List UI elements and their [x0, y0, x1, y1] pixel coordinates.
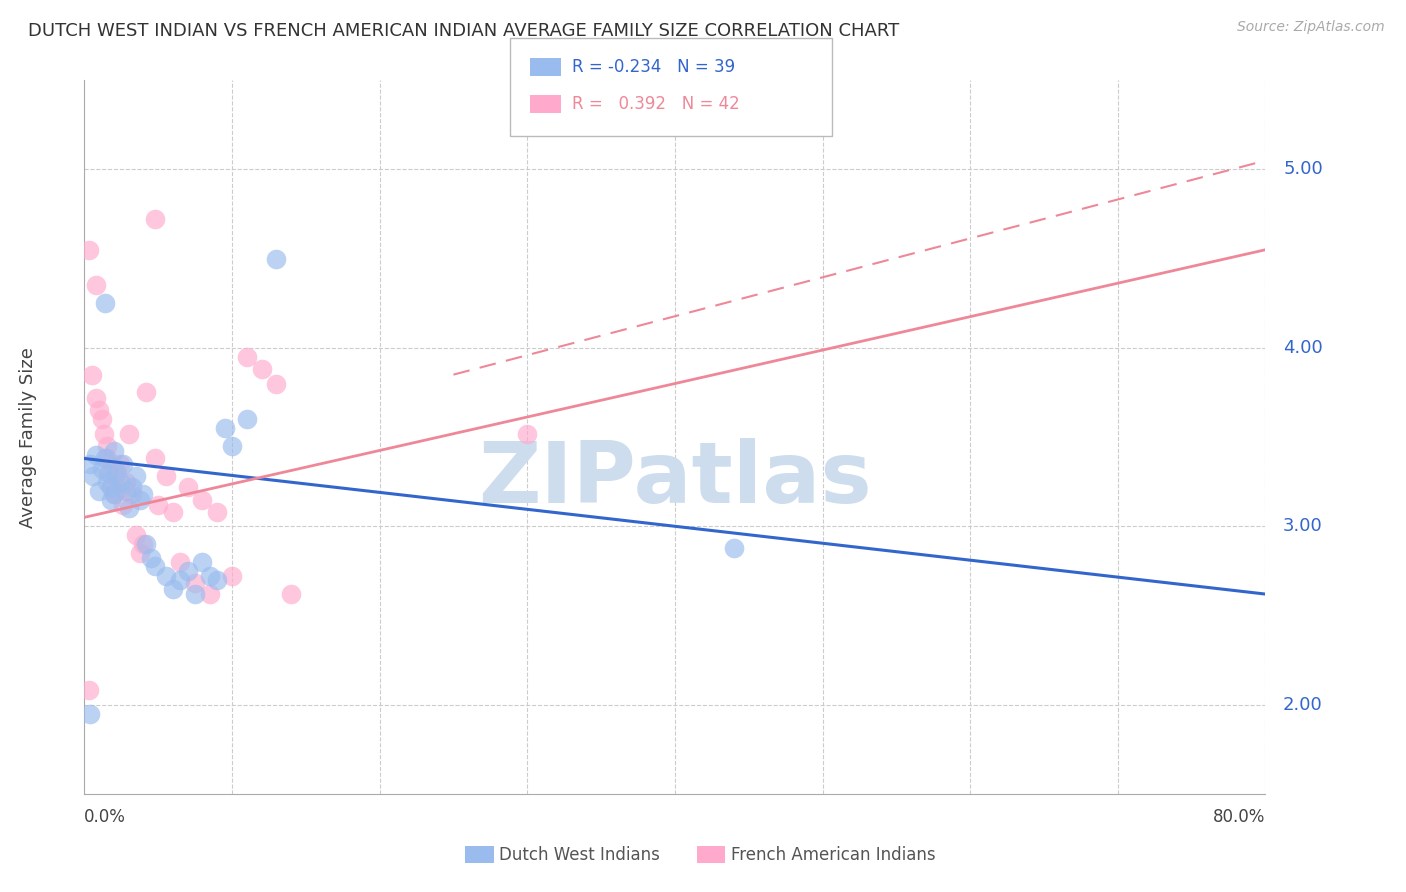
Point [198, 587, 221, 601]
Point [235, 350, 259, 364]
Point [103, 487, 125, 501]
Point [184, 576, 207, 591]
Point [100, 492, 122, 507]
Point [184, 587, 207, 601]
Point [104, 469, 127, 483]
Text: 2.00: 2.00 [1284, 696, 1323, 714]
Point [94, 296, 117, 310]
Point [221, 569, 243, 583]
Point [100, 480, 122, 494]
Point [155, 469, 177, 483]
Point [96, 451, 118, 466]
Point [96, 475, 118, 489]
Point [93, 426, 115, 441]
Point [84, 278, 107, 293]
Point [135, 385, 157, 400]
Point [191, 555, 214, 569]
Point [82, 469, 104, 483]
Point [79, 457, 101, 471]
Point [250, 362, 273, 376]
Point [155, 569, 177, 583]
Text: 3.00: 3.00 [1284, 517, 1323, 535]
Point [205, 505, 228, 519]
Point [114, 483, 136, 498]
Point [264, 252, 288, 266]
Point [177, 480, 200, 494]
Point [100, 480, 122, 494]
Point [132, 487, 155, 501]
Point [118, 501, 141, 516]
Text: 80.0%: 80.0% [1213, 808, 1265, 826]
Point [80, 368, 103, 382]
Text: 0.0%: 0.0% [84, 808, 127, 826]
Point [280, 587, 302, 601]
Point [108, 475, 131, 489]
Point [91, 412, 114, 426]
Point [162, 582, 184, 596]
Text: Dutch West Indians: Dutch West Indians [499, 846, 659, 863]
Text: R = -0.234   N = 39: R = -0.234 N = 39 [572, 58, 735, 76]
Point [118, 426, 141, 441]
Point [125, 469, 148, 483]
Point [121, 487, 143, 501]
Point [105, 466, 128, 480]
Point [129, 492, 152, 507]
Point [97, 466, 120, 480]
Text: R =   0.392   N = 42: R = 0.392 N = 42 [572, 95, 740, 113]
Point [169, 573, 191, 587]
Point [84, 391, 107, 405]
Point [235, 412, 259, 426]
Text: DUTCH WEST INDIAN VS FRENCH AMERICAN INDIAN AVERAGE FAMILY SIZE CORRELATION CHAR: DUTCH WEST INDIAN VS FRENCH AMERICAN IND… [28, 22, 900, 40]
Point [114, 475, 136, 489]
Point [77, 243, 100, 257]
Point [205, 573, 228, 587]
Point [91, 462, 114, 476]
Point [143, 451, 166, 466]
Point [94, 451, 117, 466]
Point [129, 546, 152, 560]
Point [198, 569, 221, 583]
Point [221, 439, 243, 453]
Point [214, 421, 236, 435]
Text: Source: ZipAtlas.com: Source: ZipAtlas.com [1237, 20, 1385, 34]
Point [79, 706, 101, 721]
Point [135, 537, 157, 551]
Point [96, 439, 118, 453]
Text: Average Family Size: Average Family Size [18, 347, 37, 527]
Point [148, 498, 170, 512]
Point [87, 483, 111, 498]
Point [103, 487, 125, 501]
Point [264, 376, 288, 391]
Point [143, 212, 166, 227]
Point [169, 555, 191, 569]
Point [77, 683, 100, 698]
Text: 5.00: 5.00 [1284, 161, 1323, 178]
Point [87, 403, 111, 417]
Point [84, 448, 107, 462]
Point [111, 498, 134, 512]
Point [121, 480, 143, 494]
Text: French American Indians: French American Indians [731, 846, 936, 863]
Point [516, 426, 538, 441]
Point [177, 564, 200, 578]
Text: 4.00: 4.00 [1284, 339, 1323, 357]
Point [191, 492, 214, 507]
Point [723, 541, 745, 555]
Point [98, 466, 121, 480]
Point [139, 551, 162, 566]
Point [125, 528, 148, 542]
Point [103, 444, 125, 458]
Point [143, 558, 166, 573]
Text: ZIPatlas: ZIPatlas [478, 438, 872, 522]
Point [162, 505, 184, 519]
Point [132, 537, 155, 551]
Point [105, 483, 128, 498]
Point [111, 457, 134, 471]
Point [101, 457, 124, 471]
Point [108, 457, 131, 471]
